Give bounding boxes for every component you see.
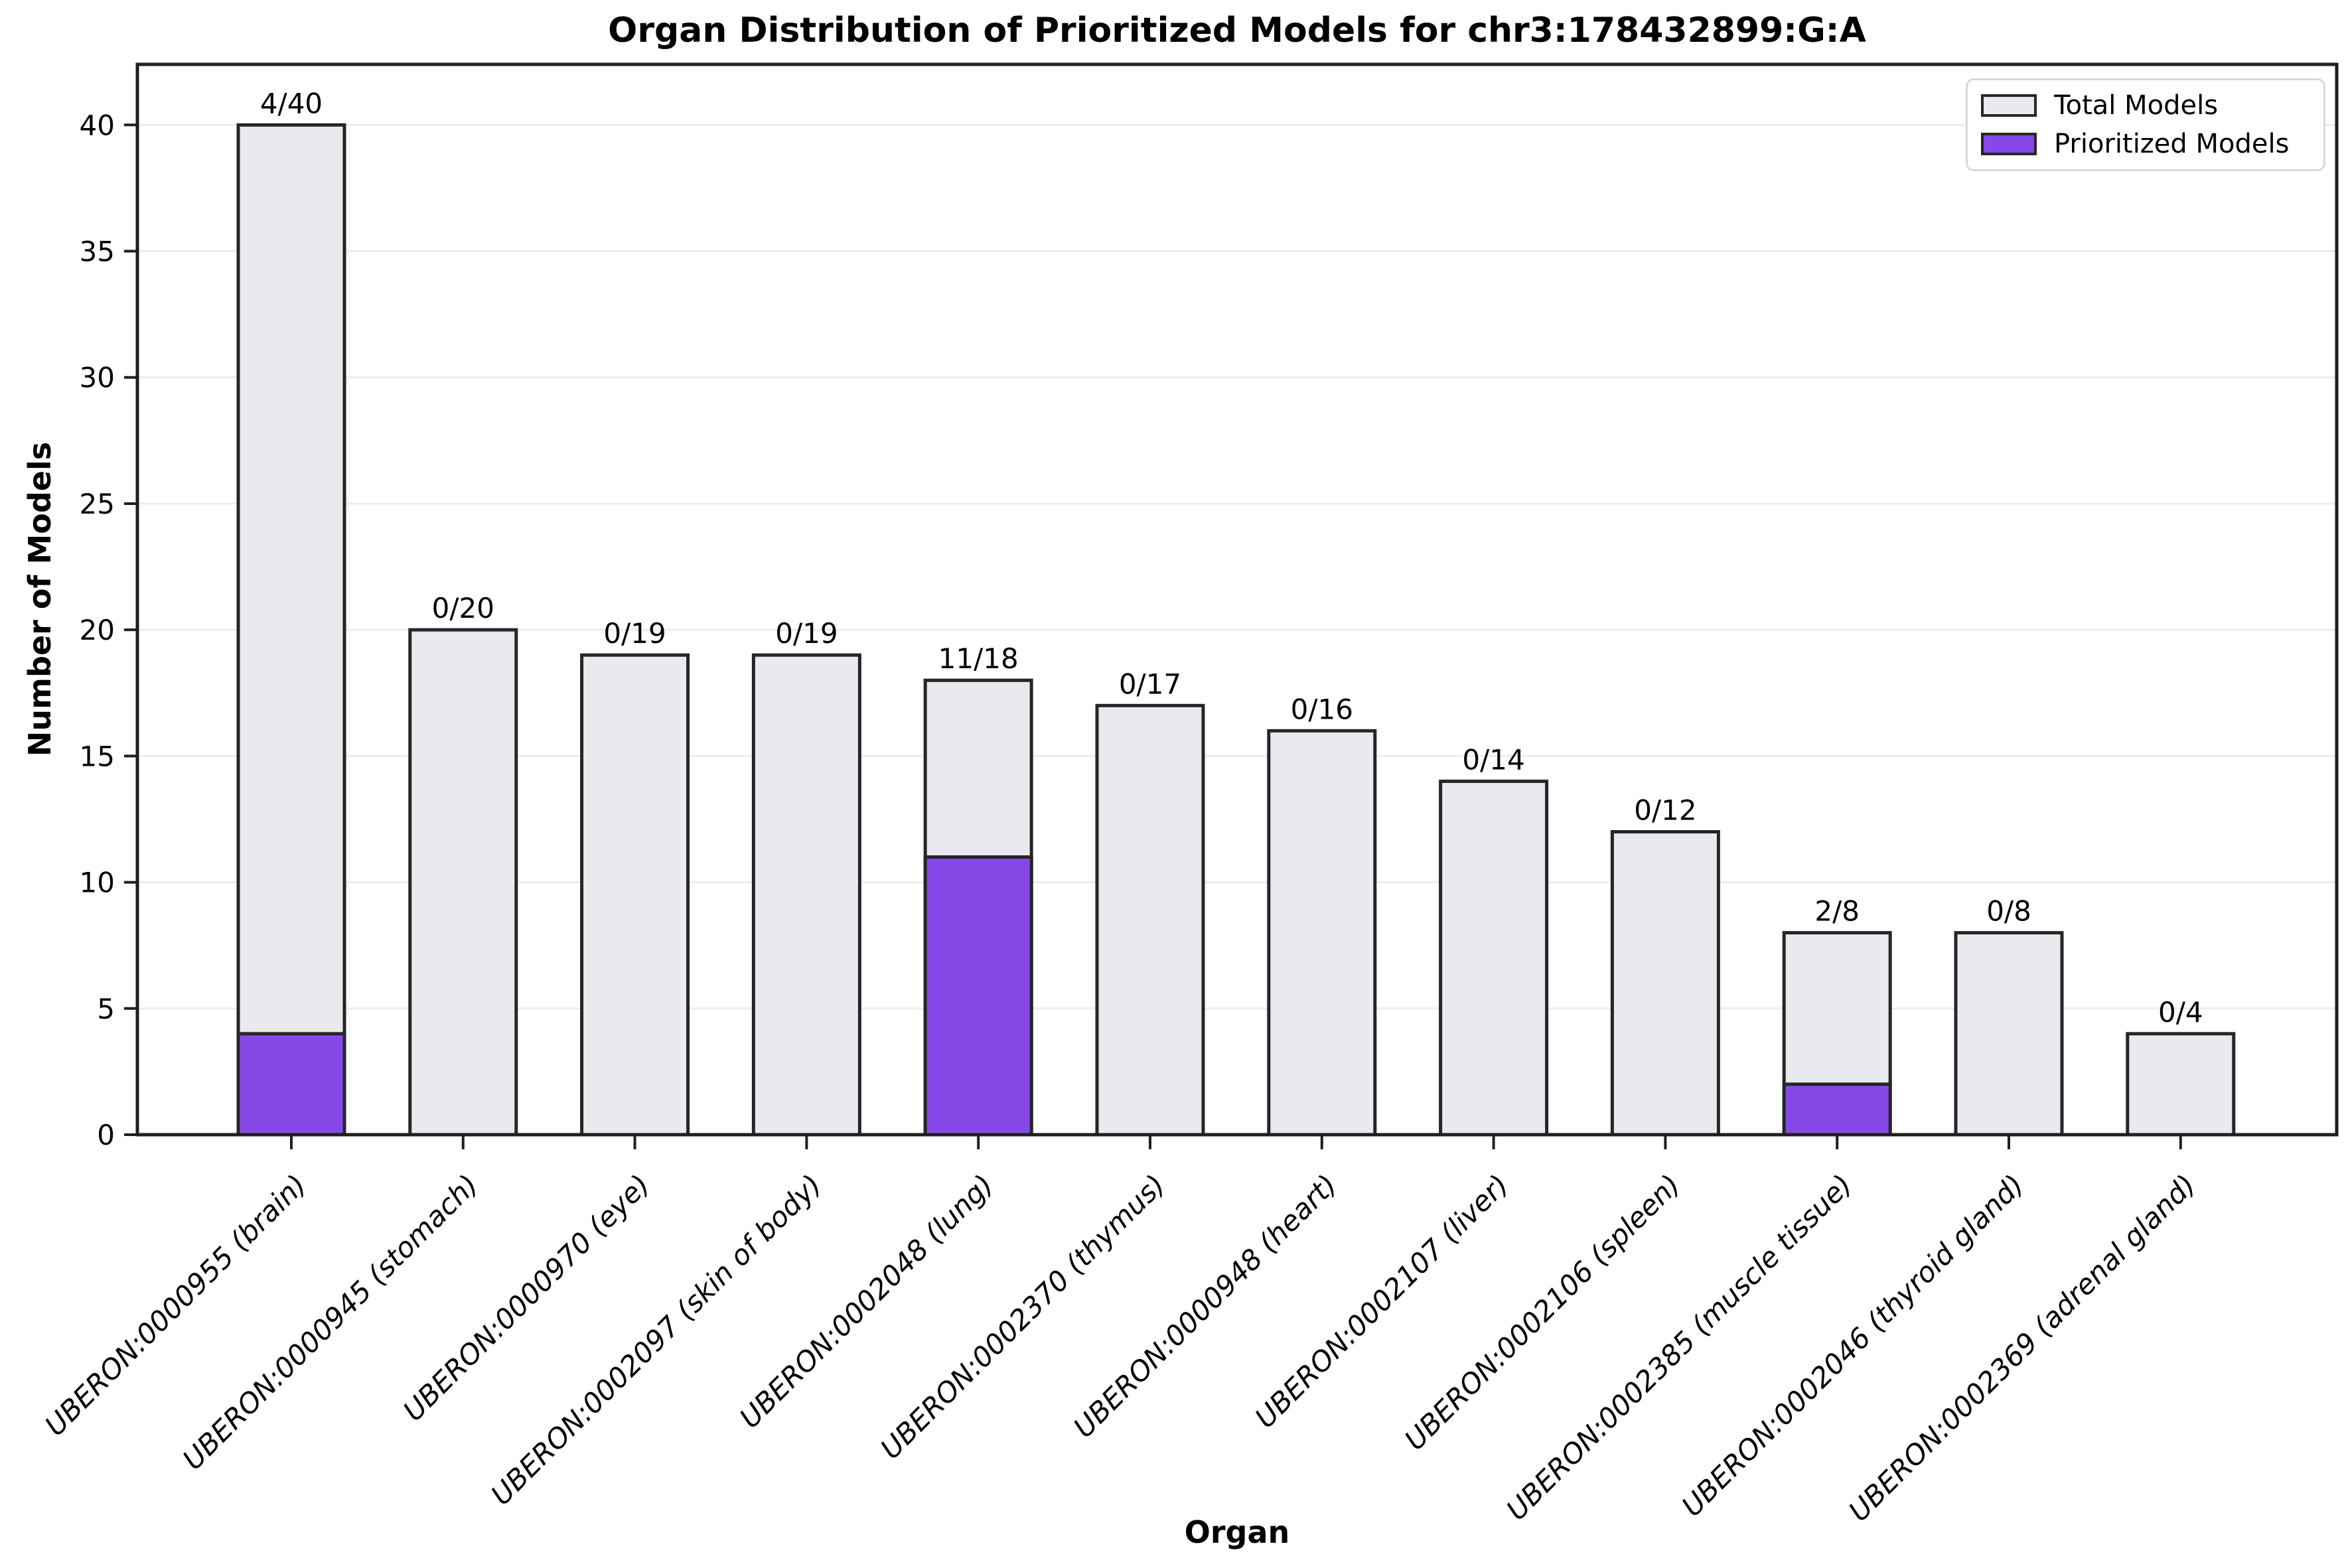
x-tick-label: UBERON:0002369 (adrenal gland)	[1842, 1168, 2202, 1528]
total-bar	[236, 123, 346, 1137]
total-bar	[2126, 1032, 2236, 1137]
y-tick-label: 35	[80, 236, 115, 268]
y-tick-label: 20	[80, 614, 115, 646]
x-tick-label: UBERON:0000945 (stomach)	[177, 1168, 484, 1476]
bar-value-label: 11/18	[938, 642, 1019, 675]
bar-value-label: 0/20	[432, 592, 494, 624]
bar-value-label: 0/8	[1986, 895, 2031, 928]
x-tick-label: UBERON:0002106 (spleen)	[1398, 1168, 1687, 1457]
bar-value-label: 0/16	[1291, 693, 1353, 725]
y-tick-label: 15	[80, 740, 115, 772]
x-axis-title: Organ	[1184, 1514, 1290, 1550]
y-tick-label: 30	[80, 362, 115, 394]
total-bar	[1610, 829, 1720, 1137]
legend-item-total: Total Models	[1981, 92, 2310, 119]
bar-value-label: 2/8	[1814, 895, 1860, 928]
total-bar	[408, 628, 518, 1137]
y-tick-label: 10	[80, 867, 115, 899]
legend: Total Models Prioritized Models	[1966, 78, 2325, 171]
x-tick-label: UBERON:0002385 (muscle tissue)	[1500, 1168, 1858, 1526]
prioritized-models-swatch	[1981, 133, 2037, 155]
y-tick-label: 5	[97, 993, 115, 1025]
legend-item-prioritized: Prioritized Models	[1981, 131, 2310, 157]
bar-value-label: 0/4	[2158, 996, 2203, 1029]
chart-title: Organ Distribution of Prioritized Models…	[608, 11, 1866, 50]
bar-value-label: 0/19	[603, 617, 666, 650]
legend-label-total: Total Models	[2054, 90, 2219, 121]
y-tick-label: 40	[80, 109, 115, 141]
y-tick-label: 0	[97, 1119, 115, 1151]
total-bar	[1439, 779, 1549, 1137]
total-bar	[1095, 703, 1205, 1137]
bar-value-label: 0/17	[1119, 668, 1181, 700]
bar-value-label: 0/19	[775, 617, 838, 650]
prioritized-bar	[236, 1032, 346, 1137]
x-tick-label: UBERON:0002097 (skin of body)	[484, 1168, 828, 1511]
bar-value-label: 4/40	[260, 87, 323, 119]
bar-value-label: 0/12	[1634, 794, 1696, 826]
prioritized-bar	[923, 855, 1033, 1137]
legend-label-prioritized: Prioritized Models	[2054, 129, 2290, 159]
total-bar	[1954, 931, 2064, 1137]
x-tick-label: UBERON:0002370 (thymus)	[874, 1168, 1171, 1465]
y-tick-label: 25	[80, 488, 115, 520]
axes-frame	[135, 62, 2339, 1137]
total-bar	[580, 653, 690, 1137]
total-bar	[751, 653, 861, 1137]
prioritized-bar	[1782, 1082, 1892, 1137]
total-bar	[1267, 729, 1377, 1137]
total-models-swatch	[1981, 94, 2037, 117]
bar-value-label: 0/14	[1462, 743, 1524, 776]
x-tick-label: UBERON:0002046 (thyroid gland)	[1675, 1168, 2030, 1523]
